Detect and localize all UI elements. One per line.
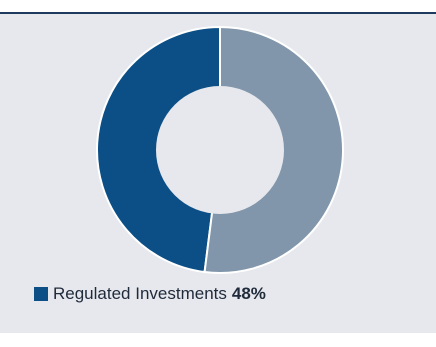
legend-swatch-regulated-investments <box>34 287 48 301</box>
legend-value-regulated-investments: 48% <box>231 284 266 303</box>
legend-label-regulated-investments: Regulated Investments <box>53 284 227 303</box>
donut-hole <box>156 86 284 214</box>
legend: Regulated Investments 48% <box>34 284 266 304</box>
